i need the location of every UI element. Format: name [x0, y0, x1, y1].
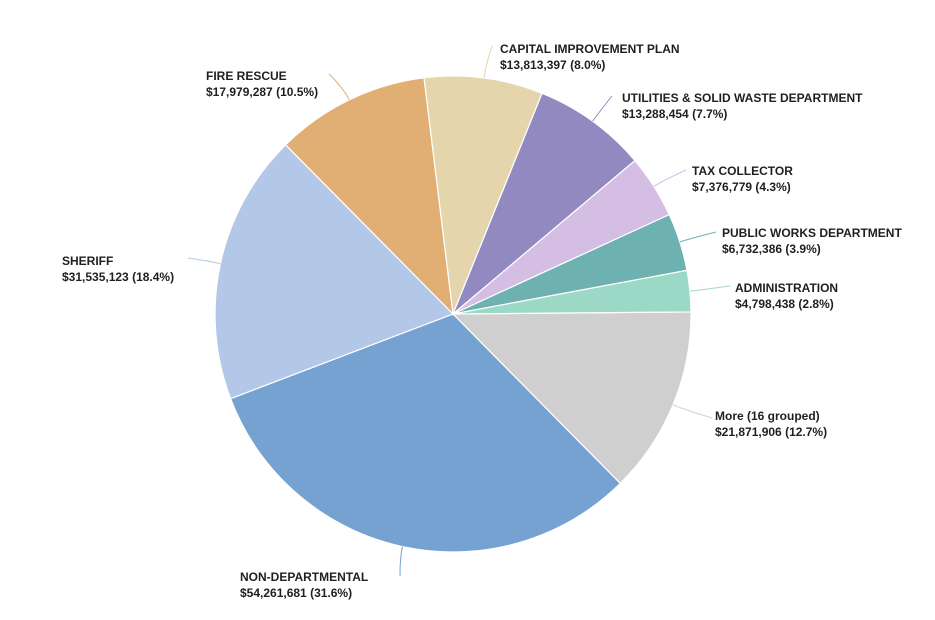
slice-label-value-fire-rescue: $17,979,287 (10.5%) [206, 85, 318, 99]
slice-label-name-administration: ADMINISTRATION [735, 281, 838, 295]
slice-label-name-fire-rescue: FIRE RESCUE [206, 69, 287, 83]
slice-label-value-capital-improvement-plan: $13,813,397 (8.0%) [500, 58, 605, 72]
slice-label-value-sheriff: $31,535,123 (18.4%) [62, 270, 174, 284]
slice-label-value-public-works-department: $6,732,386 (3.9%) [722, 242, 821, 256]
leader-line-public-works-department [679, 231, 717, 243]
slice-label-value-non-departmental: $54,261,681 (31.6%) [240, 586, 352, 600]
leader-line-capital-improvement-plan [483, 45, 493, 79]
leader-line-tax-collector [653, 169, 687, 187]
leader-line-administration [689, 285, 731, 292]
pie-slice-non-departmental[interactable] [229, 313, 622, 553]
slice-label-name-non-departmental: NON-DEPARTMENTAL [240, 570, 368, 584]
label-leader-lines [187, 45, 731, 577]
slice-label-name-tax-collector: TAX COLLECTOR [692, 164, 793, 178]
pie-slices [214, 75, 692, 553]
slice-label-name-utilities-solid-waste-department: UTILITIES & SOLID WASTE DEPARTMENT [622, 91, 863, 105]
leader-line-sheriff [187, 257, 221, 265]
pie-slice-fire-rescue[interactable] [284, 77, 454, 316]
pie-slice-more-16-grouped[interactable] [451, 311, 692, 485]
leader-line-utilities-solid-waste-department [592, 95, 613, 122]
leader-line-fire-rescue [328, 73, 350, 101]
slice-label-value-administration: $4,798,438 (2.8%) [735, 297, 834, 311]
slice-label-name-more-16-grouped: More (16 grouped) [715, 409, 820, 423]
slice-label-value-tax-collector: $7,376,779 (4.3%) [692, 180, 791, 194]
slice-label-name-sheriff: SHERIFF [62, 254, 113, 268]
pie-slice-capital-improvement-plan[interactable] [423, 75, 543, 317]
slice-label-value-more-16-grouped: $21,871,906 (12.7%) [715, 425, 827, 439]
slice-label-name-public-works-department: PUBLIC WORKS DEPARTMENT [722, 226, 902, 240]
leader-line-more-16-grouped [672, 404, 713, 419]
pie-slice-administration[interactable] [452, 269, 692, 315]
pie-slice-utilities-solid-waste-department[interactable] [452, 92, 636, 315]
slice-labels: More (16 grouped) $21,871,906 (12.7%) NON-… [62, 42, 902, 600]
slice-label-value-utilities-solid-waste-department: $13,288,454 (7.7%) [622, 107, 727, 121]
leader-line-non-departmental [399, 546, 403, 577]
slice-label-name-capital-improvement-plan: CAPITAL IMPROVEMENT PLAN [500, 42, 680, 56]
